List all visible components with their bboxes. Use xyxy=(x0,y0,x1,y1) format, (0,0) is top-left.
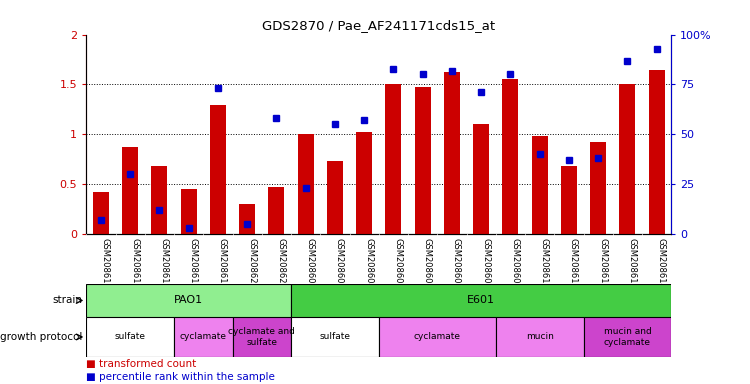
Bar xyxy=(239,204,255,234)
Bar xyxy=(379,317,496,357)
Bar xyxy=(86,317,174,357)
Text: sulfate: sulfate xyxy=(115,333,146,341)
Text: PAO1: PAO1 xyxy=(174,295,203,306)
Text: GSM208602: GSM208602 xyxy=(306,238,315,289)
Bar xyxy=(386,84,401,234)
Bar xyxy=(291,284,671,317)
Text: GSM208603: GSM208603 xyxy=(334,238,344,289)
Bar xyxy=(473,124,489,234)
Bar xyxy=(590,142,606,234)
Bar xyxy=(532,136,548,234)
Text: GSM208607: GSM208607 xyxy=(452,238,460,289)
Text: mucin: mucin xyxy=(526,333,554,341)
Bar xyxy=(444,73,460,234)
Text: E601: E601 xyxy=(467,295,495,306)
Text: growth protocol: growth protocol xyxy=(0,332,82,342)
Text: GSM208615: GSM208615 xyxy=(100,238,110,289)
Text: GSM208610: GSM208610 xyxy=(540,238,548,289)
Text: ■ percentile rank within the sample: ■ percentile rank within the sample xyxy=(86,372,275,382)
Bar xyxy=(298,134,314,234)
Bar xyxy=(496,317,584,357)
Text: GSM208605: GSM208605 xyxy=(393,238,402,289)
Bar xyxy=(649,70,664,234)
Text: GSM208604: GSM208604 xyxy=(364,238,374,289)
Bar xyxy=(86,284,291,317)
Text: mucin and
cyclamate: mucin and cyclamate xyxy=(604,327,651,347)
Bar xyxy=(122,147,138,234)
Text: GSM208611: GSM208611 xyxy=(568,238,578,289)
Text: GSM208616: GSM208616 xyxy=(130,238,140,289)
Bar xyxy=(152,166,167,234)
Bar xyxy=(268,187,284,234)
Bar xyxy=(232,317,291,357)
Text: ■ transformed count: ■ transformed count xyxy=(86,359,196,369)
Text: GSM208613: GSM208613 xyxy=(627,238,636,289)
Bar xyxy=(181,189,196,234)
Bar xyxy=(356,132,372,234)
Text: GSM208606: GSM208606 xyxy=(423,238,432,289)
Text: GSM208609: GSM208609 xyxy=(510,238,519,289)
Text: GSM208612: GSM208612 xyxy=(598,238,608,289)
Text: GSM208620: GSM208620 xyxy=(248,238,256,289)
Bar xyxy=(327,161,343,234)
Text: GSM208619: GSM208619 xyxy=(217,238,226,289)
Text: strain: strain xyxy=(53,295,82,306)
Text: cyclamate and
sulfate: cyclamate and sulfate xyxy=(228,327,296,347)
Text: GSM208608: GSM208608 xyxy=(482,238,490,289)
Bar xyxy=(561,166,577,234)
Text: GSM208618: GSM208618 xyxy=(189,238,198,289)
Bar xyxy=(291,317,379,357)
Text: cyclamate: cyclamate xyxy=(414,333,460,341)
Text: GSM208614: GSM208614 xyxy=(657,238,666,289)
Bar xyxy=(584,317,671,357)
Text: GSM208617: GSM208617 xyxy=(159,238,168,289)
Text: GSM208621: GSM208621 xyxy=(276,238,285,289)
Bar xyxy=(210,106,226,234)
Bar xyxy=(503,79,518,234)
Title: GDS2870 / Pae_AF241171cds15_at: GDS2870 / Pae_AF241171cds15_at xyxy=(262,19,495,32)
Bar xyxy=(174,317,232,357)
Text: cyclamate: cyclamate xyxy=(180,333,226,341)
Bar xyxy=(93,192,109,234)
Bar xyxy=(415,88,430,234)
Bar xyxy=(620,84,635,234)
Text: sulfate: sulfate xyxy=(320,333,350,341)
